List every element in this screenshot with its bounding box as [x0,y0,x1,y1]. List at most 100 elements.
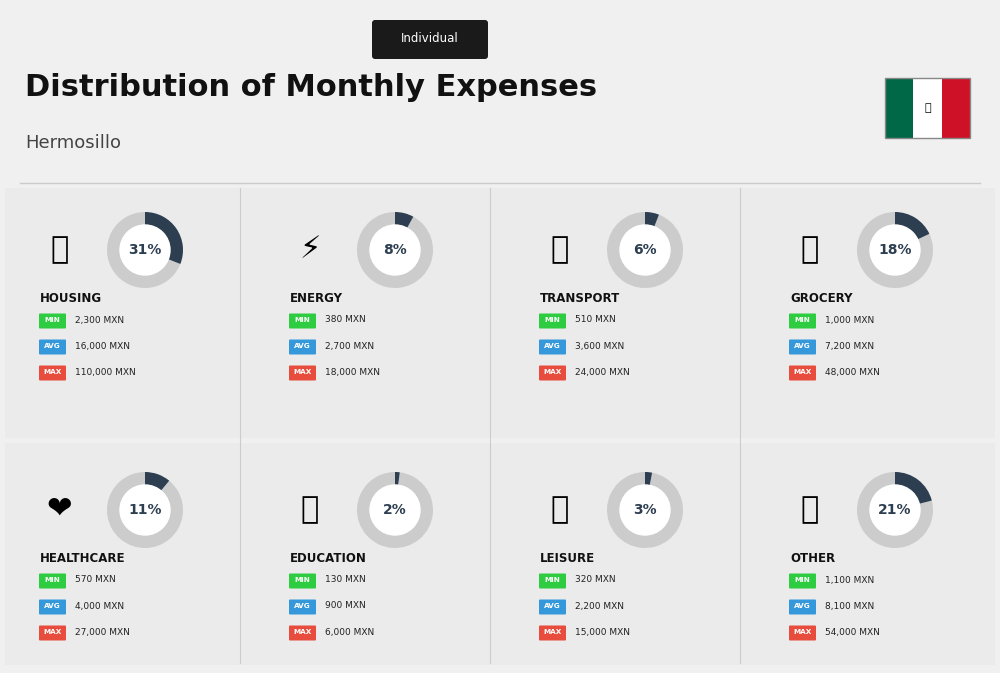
Wedge shape [357,212,433,288]
Bar [942,78,970,138]
Text: EDUCATION: EDUCATION [290,551,367,565]
Text: AVG: AVG [544,603,561,609]
Text: 👜: 👜 [801,495,819,524]
Text: MAX: MAX [43,369,62,375]
Text: 130 MXN: 130 MXN [325,575,366,584]
Text: 21%: 21% [878,503,912,517]
Text: 110,000 MXN: 110,000 MXN [75,367,136,376]
Wedge shape [645,472,652,485]
FancyBboxPatch shape [39,339,66,355]
Text: LEISURE: LEISURE [540,551,595,565]
Wedge shape [607,472,683,548]
Text: ENERGY: ENERGY [290,291,343,304]
FancyBboxPatch shape [289,339,316,355]
Text: AVG: AVG [794,603,811,609]
FancyBboxPatch shape [539,314,566,328]
Wedge shape [145,472,169,491]
Wedge shape [107,472,183,548]
Text: 320 MXN: 320 MXN [575,575,616,584]
Wedge shape [395,212,413,228]
FancyBboxPatch shape [789,573,816,588]
Text: MIN: MIN [795,317,810,323]
FancyBboxPatch shape [539,625,566,641]
FancyBboxPatch shape [539,339,566,355]
FancyBboxPatch shape [539,600,566,614]
Text: ⚡: ⚡ [299,236,321,264]
Text: 15,000 MXN: 15,000 MXN [575,627,630,637]
Text: Hermosillo: Hermosillo [25,134,121,152]
FancyBboxPatch shape [539,573,566,588]
Text: 🏢: 🏢 [51,236,69,264]
Text: Individual: Individual [401,32,459,46]
Bar [885,78,970,138]
Wedge shape [857,472,933,548]
Wedge shape [357,472,433,548]
FancyBboxPatch shape [372,20,488,59]
Wedge shape [107,212,180,288]
Text: AVG: AVG [794,343,811,349]
Wedge shape [895,212,929,240]
FancyBboxPatch shape [39,365,66,380]
FancyBboxPatch shape [289,600,316,614]
Text: 380 MXN: 380 MXN [325,316,366,324]
Text: MAX: MAX [793,629,812,635]
Text: MAX: MAX [293,369,312,375]
Text: AVG: AVG [294,603,311,609]
Text: MIN: MIN [295,317,310,323]
Text: 570 MXN: 570 MXN [75,575,116,584]
Text: 2,300 MXN: 2,300 MXN [75,316,124,324]
Text: 900 MXN: 900 MXN [325,602,366,610]
FancyBboxPatch shape [39,600,66,614]
FancyBboxPatch shape [789,365,816,380]
Wedge shape [857,212,933,288]
Text: HOUSING: HOUSING [40,291,102,304]
FancyBboxPatch shape [289,625,316,641]
Text: 6%: 6% [633,243,657,257]
Text: 6,000 MXN: 6,000 MXN [325,627,374,637]
Text: 🛍️: 🛍️ [551,495,569,524]
Text: 48,000 MXN: 48,000 MXN [825,367,880,376]
Wedge shape [145,212,183,264]
Text: 1,000 MXN: 1,000 MXN [825,316,874,324]
Text: 2,700 MXN: 2,700 MXN [325,341,374,351]
Text: 27,000 MXN: 27,000 MXN [75,627,130,637]
Text: MAX: MAX [793,369,812,375]
Wedge shape [395,472,400,485]
Text: 54,000 MXN: 54,000 MXN [825,627,880,637]
Text: 510 MXN: 510 MXN [575,316,616,324]
FancyBboxPatch shape [789,339,816,355]
Text: MAX: MAX [543,369,562,375]
Text: AVG: AVG [44,603,61,609]
Circle shape [620,485,670,535]
Text: 🚌: 🚌 [551,236,569,264]
Text: 8,100 MXN: 8,100 MXN [825,602,874,610]
Text: HEALTHCARE: HEALTHCARE [40,551,126,565]
Text: MIN: MIN [45,317,60,323]
Text: MAX: MAX [43,629,62,635]
Text: ❤️: ❤️ [47,495,73,524]
Text: 24,000 MXN: 24,000 MXN [575,367,630,376]
Text: 4,000 MXN: 4,000 MXN [75,602,124,610]
FancyBboxPatch shape [39,625,66,641]
Text: 11%: 11% [128,503,162,517]
Text: MIN: MIN [545,577,560,583]
Text: 🛒: 🛒 [801,236,819,264]
Circle shape [870,485,920,535]
Bar [5,443,995,665]
Text: MIN: MIN [795,577,810,583]
FancyBboxPatch shape [289,314,316,328]
Circle shape [120,485,170,535]
Circle shape [120,225,170,275]
Text: 3,600 MXN: 3,600 MXN [575,341,624,351]
Text: MIN: MIN [295,577,310,583]
Text: MIN: MIN [545,317,560,323]
FancyBboxPatch shape [539,365,566,380]
Text: MAX: MAX [293,629,312,635]
FancyBboxPatch shape [289,573,316,588]
Text: 2%: 2% [383,503,407,517]
Text: TRANSPORT: TRANSPORT [540,291,620,304]
Bar [913,78,942,138]
Text: AVG: AVG [294,343,311,349]
Text: 7,200 MXN: 7,200 MXN [825,341,874,351]
Text: OTHER: OTHER [790,551,835,565]
